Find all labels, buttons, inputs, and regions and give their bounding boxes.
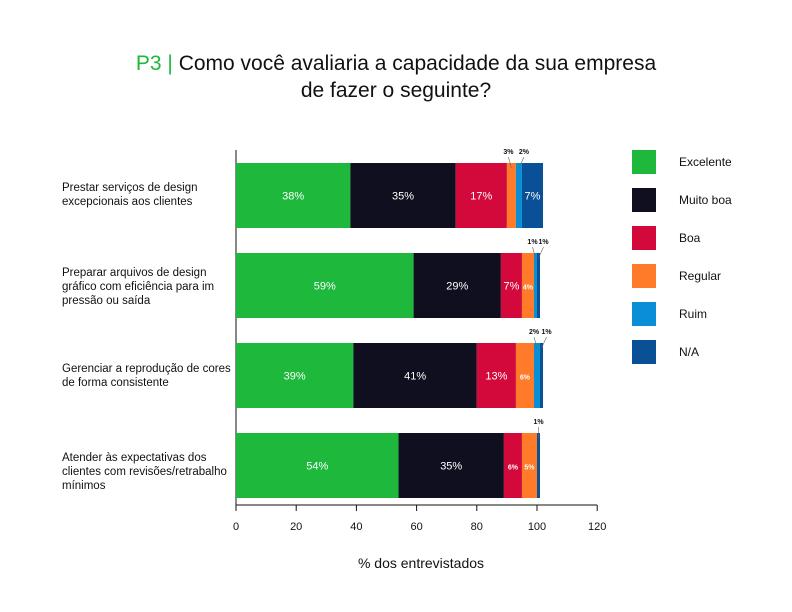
leader-line [533, 336, 538, 349]
data-label: 1% [533, 419, 544, 426]
data-label: 1% [538, 239, 549, 246]
data-label: 59% [314, 281, 336, 293]
leader-line [518, 156, 525, 169]
bar-segment [350, 163, 456, 228]
bar-segment [537, 433, 541, 498]
x-tick-label: 40 [350, 521, 362, 533]
legend-swatch [632, 150, 656, 174]
x-tick-label: 80 [471, 521, 483, 533]
leader-line [532, 246, 536, 259]
category-label: Preparar arquivos de design gráfico com … [62, 267, 215, 307]
bar-segment [455, 163, 507, 228]
bar-segment [521, 253, 534, 318]
bar-segment [540, 343, 544, 408]
x-tick-label: 120 [588, 521, 606, 533]
legend-swatch [632, 340, 656, 364]
x-tick-label: 20 [290, 521, 302, 533]
legend-swatch [632, 226, 656, 250]
bar-segment [398, 433, 504, 498]
bar-segment [236, 163, 351, 228]
chart-title: P3 | Como você avaliaria a capacidade da… [0, 50, 792, 104]
data-label: 7% [503, 281, 519, 293]
bar-segment [521, 433, 537, 498]
legend-swatch [632, 188, 656, 212]
x-tick-label: 0 [233, 521, 239, 533]
bar-segment [236, 433, 399, 498]
bar-segment [503, 433, 522, 498]
legend-swatch [632, 264, 656, 288]
category-label: Prestar serviços de design excepcionais … [62, 182, 198, 208]
data-label: 3% [503, 149, 514, 156]
legend-label: Regular [679, 269, 722, 283]
data-label: 6% [520, 375, 531, 382]
title-prefix: P3 | [135, 52, 173, 75]
x-axis-label: % dos entrevistados [357, 555, 485, 571]
data-label: 38% [282, 191, 304, 203]
bar-segment [236, 253, 414, 318]
legend-label: Boa [679, 231, 701, 245]
bar-segment [515, 343, 534, 408]
title-line2: de fazer o seguinte? [300, 79, 492, 102]
bar-segment [537, 253, 541, 318]
category-label: Atender às expectativas dos clientes com… [62, 452, 227, 492]
legend-label: Excelente [679, 155, 732, 169]
data-label: 2% [519, 149, 530, 156]
legend-label: Muito boa [679, 193, 732, 207]
data-label: 1% [541, 329, 552, 336]
x-tick-label: 60 [410, 521, 422, 533]
data-label: 13% [485, 371, 507, 383]
data-label: 41% [404, 371, 426, 383]
legend-swatch [632, 302, 656, 326]
bar-segment [413, 253, 501, 318]
bar-segment [533, 253, 537, 318]
bar-segment [476, 343, 516, 408]
title-line1: Como você avaliaria a capacidade da sua … [178, 52, 657, 75]
data-label: 29% [446, 281, 468, 293]
data-label: 4% [523, 285, 534, 292]
bar-segment [500, 253, 522, 318]
x-tick-label: 100 [528, 521, 546, 533]
data-label: 6% [508, 465, 519, 472]
data-label: 35% [392, 191, 414, 203]
data-label: 39% [284, 371, 306, 383]
data-label: 35% [440, 461, 462, 473]
bar-segment [506, 163, 516, 228]
legend-label: N/A [679, 345, 700, 359]
leader-line [538, 246, 544, 259]
bar-segment [521, 163, 544, 228]
bar-segment [533, 343, 541, 408]
category-label: Gerenciar a reprodução de cores de forma… [62, 363, 231, 389]
leader-line [541, 336, 547, 349]
data-label: 1% [527, 239, 538, 246]
data-label: 17% [470, 191, 492, 203]
data-label: 7% [525, 191, 541, 203]
data-label: 5% [524, 465, 535, 472]
bar-segment [236, 343, 354, 408]
data-label: 2% [529, 329, 540, 336]
leader-line [508, 156, 512, 169]
bar-segment [353, 343, 477, 408]
data-label: 54% [306, 461, 328, 473]
bar-segment [515, 163, 522, 228]
legend-label: Ruim [679, 307, 708, 321]
